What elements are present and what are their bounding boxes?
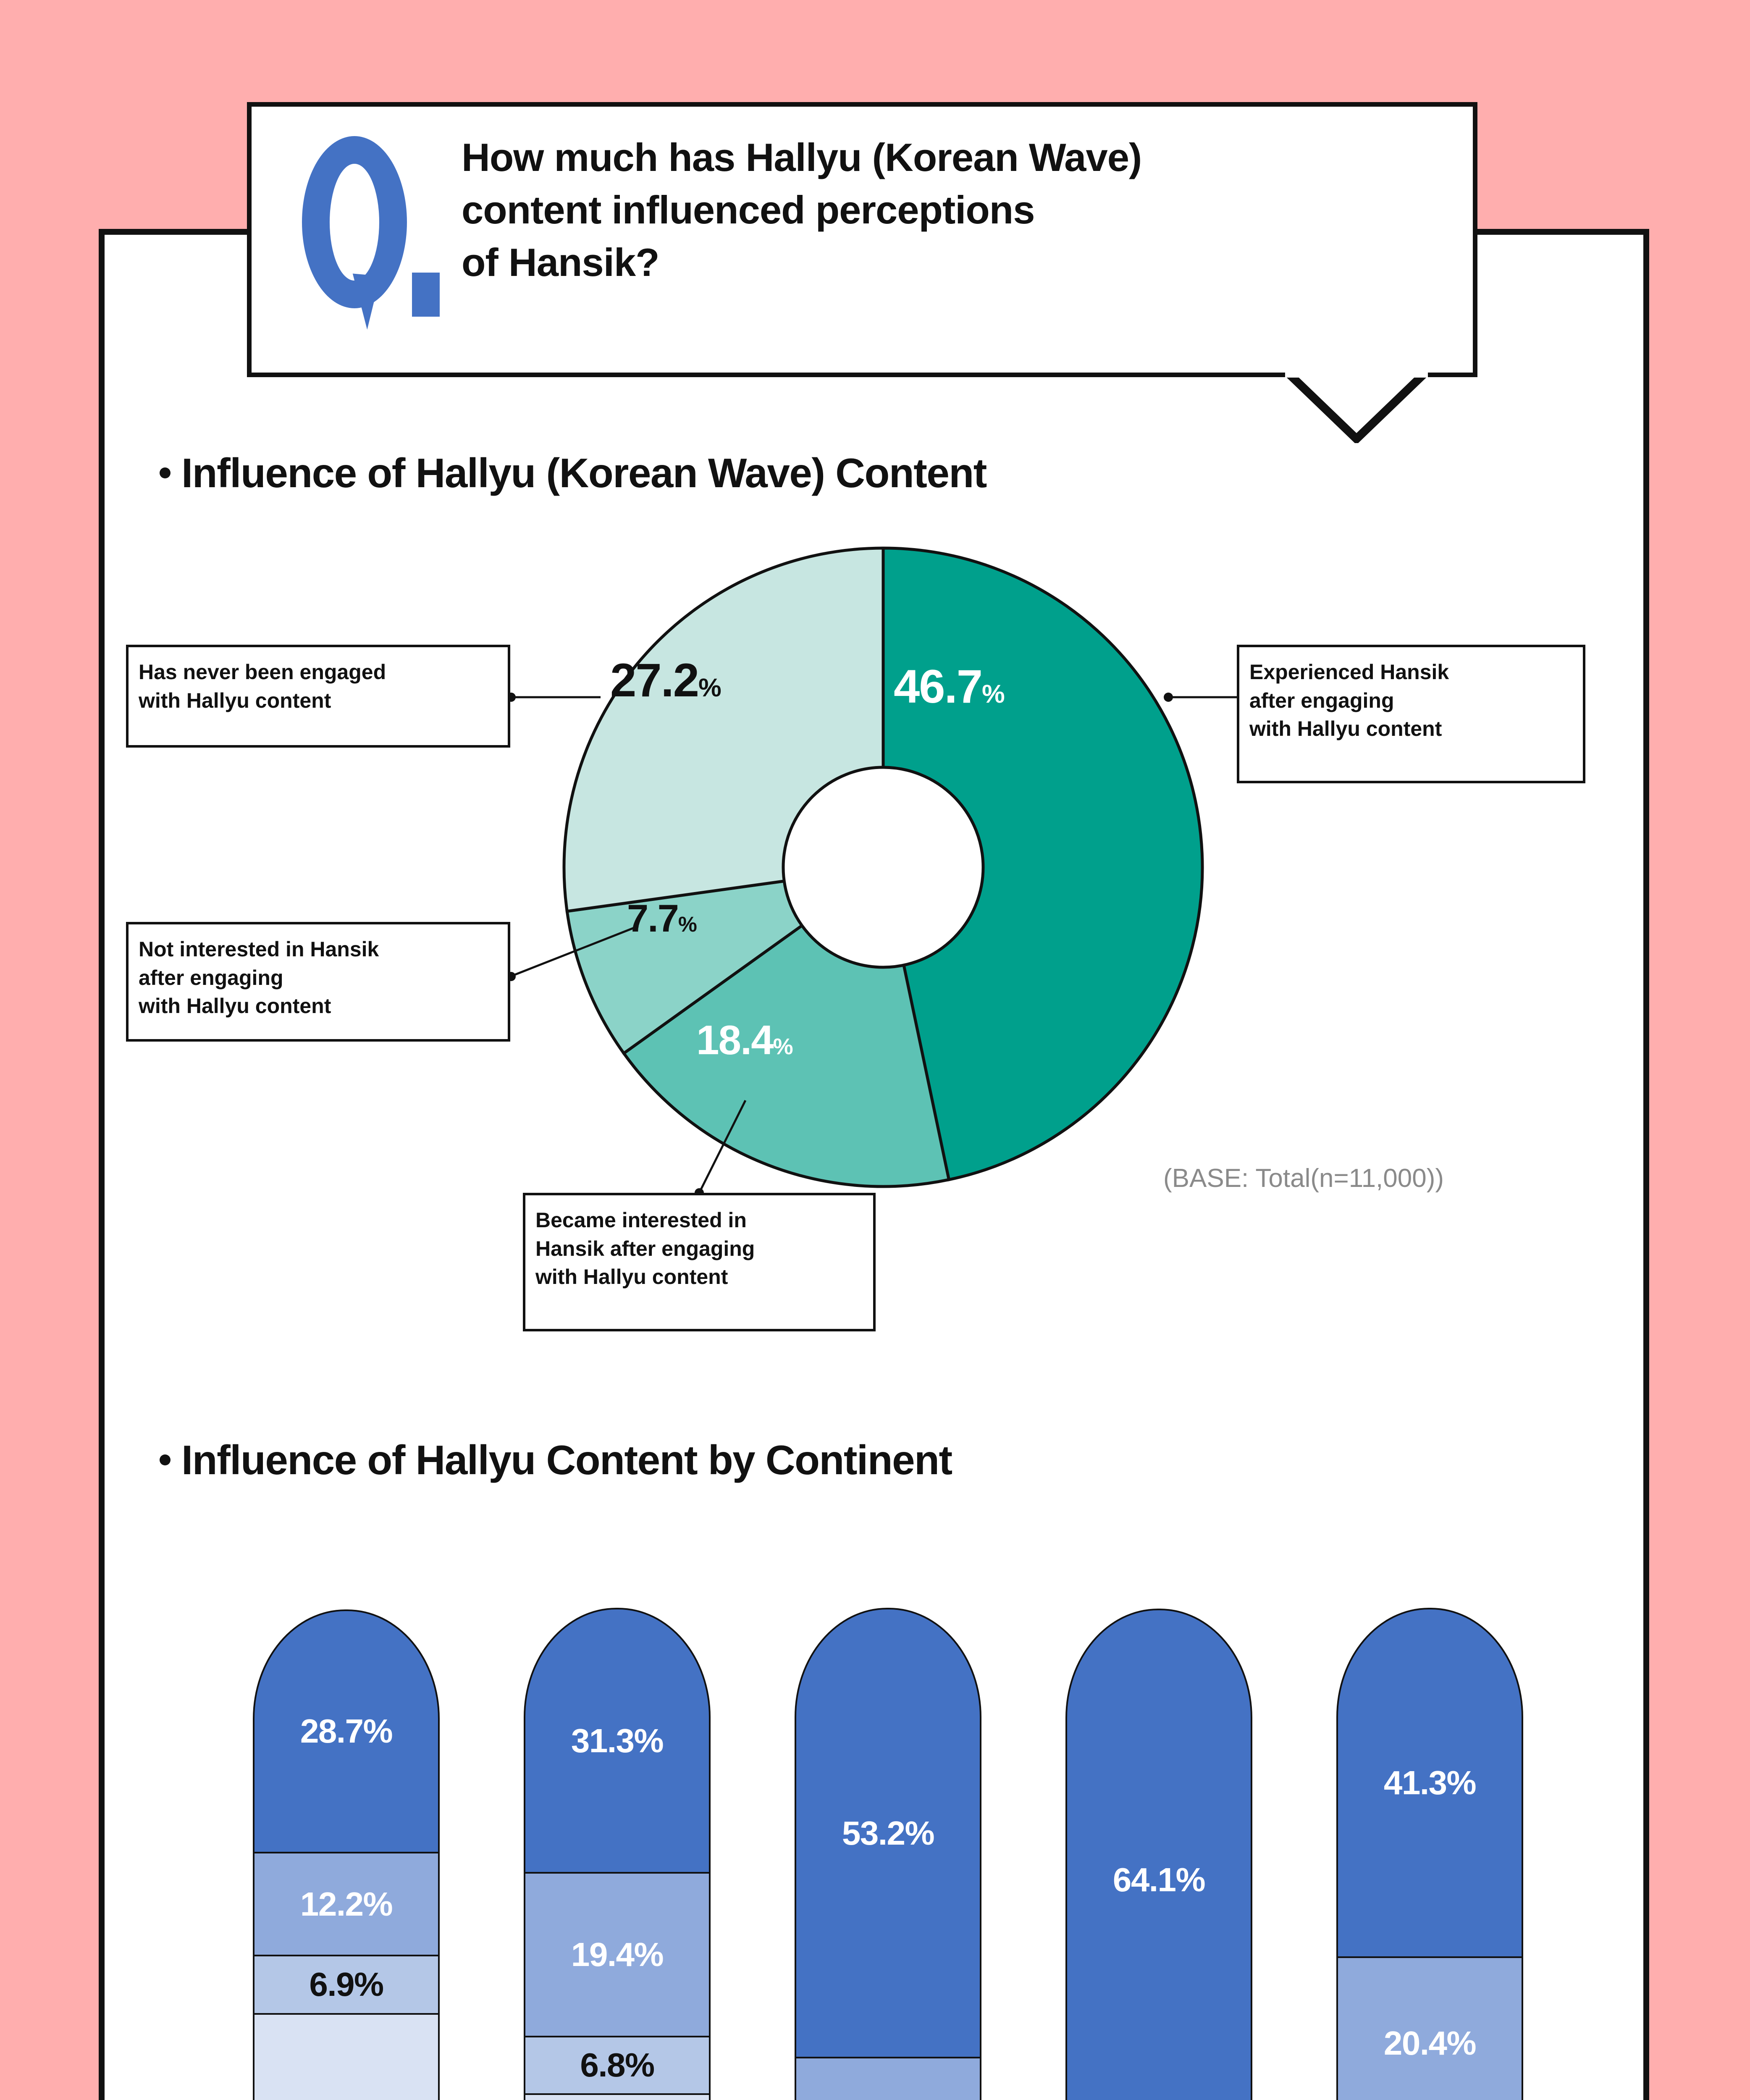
bar-2: 31.3%19.4%6.8%42.6%: [524, 1608, 711, 2100]
callout-never-engaged: Has never been engaged with Hallyu conten…: [126, 645, 510, 748]
donut-base-note: (BASE: Total(n=11,000)): [1163, 1164, 1444, 1193]
donut-slice: [882, 546, 1204, 1181]
donut-chart: 46.7% 18.4% 7.7% 27.2%: [562, 546, 1204, 1189]
callout-experienced: Experienced Hansik after engaging with Hal…: [1237, 645, 1585, 783]
bar-4: 64.1%14.1%5.1%16.7%: [1065, 1609, 1252, 2100]
question-mark-icon: [302, 136, 441, 338]
bar-segment: 28.7%: [253, 1609, 440, 1852]
bar-segment: 53.2%: [795, 1608, 981, 2057]
bars-heading-text: Influence of Hallyu Content by Continent: [181, 1437, 952, 1483]
bar-1: 28.7%12.2%6.9%52.1%: [253, 1609, 440, 2100]
bar-segment: 6.9%: [253, 1955, 440, 2013]
callout-became-interested: Became interested in Hansik after engagin…: [523, 1193, 876, 1331]
donut-section-heading: Influence of Hallyu (Korean Wave) Conten…: [160, 449, 987, 497]
bar-segment: 12.2%: [253, 1851, 440, 1955]
question-bubble: How much has Hallyu (Korean Wave) conten…: [247, 102, 1477, 377]
question-title-line3: of Hansik?: [462, 240, 660, 285]
bar-segment: 19.4%: [524, 1872, 711, 2036]
question-title: How much has Hallyu (Korean Wave) conten…: [462, 131, 1448, 289]
bullet-icon: [160, 467, 171, 479]
bar-segment: 42.6%: [524, 2093, 711, 2100]
bar-segment: 31.3%: [524, 1608, 711, 1872]
donut-value-never-engaged: 27.2%: [610, 654, 722, 706]
bar-3: 53.2%24.9%11.0%: [795, 1608, 981, 2100]
bar-segment: 20.4%: [1336, 1956, 1523, 2100]
donut-value-experienced: 46.7%: [894, 660, 1005, 713]
bar-segment: 41.3%: [1336, 1608, 1523, 1957]
callout-not-interested: Not interested in Hansik after engaging wi…: [126, 922, 510, 1042]
donut-value-became-interested: 18.4%: [696, 1017, 793, 1063]
bar-segment: 52.1%: [253, 2013, 440, 2100]
bar-segment: 24.9%: [795, 2057, 981, 2100]
question-title-line1: How much has Hallyu (Korean Wave): [462, 135, 1142, 179]
question-title-line2: content influenced perceptions: [462, 188, 1035, 232]
bullet-icon: [160, 1454, 171, 1466]
donut-chart-svg: [562, 546, 1204, 1188]
bar-segment: 64.1%: [1065, 1609, 1252, 2100]
donut-value-not-interested: 7.7%: [627, 897, 697, 940]
bar-segment: 6.8%: [524, 2036, 711, 2093]
bars-section-heading: Influence of Hallyu Content by Continent: [160, 1436, 952, 1484]
bubble-tail-icon: [1285, 372, 1428, 443]
donut-heading-text: Influence of Hallyu (Korean Wave) Conten…: [181, 450, 987, 496]
stacked-bar-chart: 28.7%12.2%6.9%52.1% 31.3%19.4%6.8%42.6% 53…: [176, 1608, 1583, 2100]
bar-5: 41.3%20.4%8.9%29.5%: [1336, 1608, 1523, 2100]
